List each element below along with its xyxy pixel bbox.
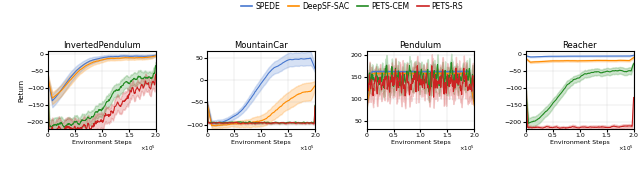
Title: Reacher: Reacher (563, 41, 597, 50)
Y-axis label: Return: Return (18, 79, 24, 102)
Title: MountainCar: MountainCar (234, 41, 288, 50)
X-axis label: Environment Steps: Environment Steps (390, 140, 451, 145)
X-axis label: Environment Steps: Environment Steps (231, 140, 291, 145)
Legend: SPEDE, DeepSF-SAC, PETS-CEM, PETS-RS: SPEDE, DeepSF-SAC, PETS-CEM, PETS-RS (237, 0, 467, 14)
Text: $\times10^5$: $\times10^5$ (459, 143, 474, 153)
Title: InvertedPendulum: InvertedPendulum (63, 41, 141, 50)
X-axis label: Environment Steps: Environment Steps (550, 140, 610, 145)
Text: $\times10^5$: $\times10^5$ (300, 143, 315, 153)
Title: Pendulum: Pendulum (399, 41, 442, 50)
Text: $\times10^5$: $\times10^5$ (140, 143, 156, 153)
X-axis label: Environment Steps: Environment Steps (72, 140, 132, 145)
Text: $\times10^5$: $\times10^5$ (618, 143, 634, 153)
